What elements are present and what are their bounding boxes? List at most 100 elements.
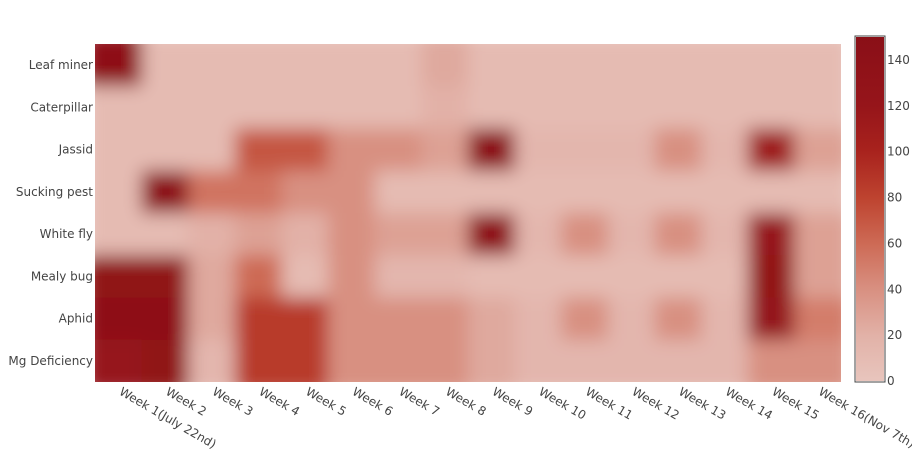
heatmap-cell <box>281 128 329 172</box>
heatmap-cell <box>468 213 516 256</box>
heatmap-cell <box>514 170 562 214</box>
x-tick-label: Week 8 <box>443 384 488 418</box>
heatmap-cell <box>607 170 656 214</box>
heatmap-cell <box>747 213 795 256</box>
heatmap-cell <box>794 86 841 130</box>
heatmap-cell <box>281 339 329 382</box>
heatmap-cell <box>747 170 795 214</box>
x-tick-label: Week 3 <box>210 384 255 418</box>
heatmap-cell <box>514 297 562 341</box>
heatmap-cell <box>95 255 143 299</box>
heatmap-cell <box>654 86 702 130</box>
x-tick-label: Week 10 <box>536 384 588 422</box>
heatmap-cell <box>328 339 376 382</box>
x-tick-label: Week 11 <box>583 384 635 422</box>
x-tick-label: Week 7 <box>397 384 442 418</box>
heatmap-cell <box>95 339 143 382</box>
heatmap-cell <box>561 255 609 299</box>
heatmap-cell <box>794 213 841 256</box>
heatmap-cell <box>95 170 143 214</box>
heatmap-cell <box>374 86 422 130</box>
heatmap-cell <box>234 128 283 172</box>
heatmap-cell <box>747 128 795 172</box>
heatmap-cell <box>141 44 189 87</box>
heatmap-cell <box>468 255 516 299</box>
heatmap-cell <box>95 44 143 87</box>
heatmap-cell <box>654 255 702 299</box>
heatmap-cell <box>794 44 841 87</box>
y-axis-tick-labels: Leaf miner Caterpillar Jassid Sucking pest W… <box>8 58 93 368</box>
heatmap-cell <box>374 339 422 382</box>
heatmap-cell <box>188 213 236 256</box>
y-tick-label: Mg Deficiency <box>8 354 93 368</box>
heatmap-cell <box>468 86 516 130</box>
heatmap-cell <box>747 86 795 130</box>
heatmap-cell <box>747 297 795 341</box>
heatmap-cell <box>794 297 841 341</box>
heatmap-cell <box>561 170 609 214</box>
heatmap-cell <box>794 128 841 172</box>
heatmap-cell <box>747 44 795 87</box>
heatmap-cell <box>654 128 702 172</box>
heatmap-cell <box>468 44 516 87</box>
heatmap-cell <box>374 44 422 87</box>
heatmap-cell <box>654 213 702 256</box>
y-tick-label: White fly <box>40 227 93 241</box>
colorbar-tick-label: 40 <box>887 282 902 296</box>
heatmap-cell <box>514 86 562 130</box>
heatmap-cell <box>421 213 469 256</box>
heatmap-cell <box>421 339 469 382</box>
heatmap-cell <box>234 339 283 382</box>
heatmap-cell <box>141 255 189 299</box>
x-tick-label: Week 4 <box>257 384 302 418</box>
heatmap-cell <box>188 44 236 87</box>
heatmap-cell <box>188 128 236 172</box>
heatmap-cell <box>701 255 749 299</box>
heatmap-cell <box>561 128 609 172</box>
heatmap-cell <box>607 255 656 299</box>
heatmap-cell <box>654 170 702 214</box>
heatmap-cell <box>654 44 702 87</box>
heatmap-cell <box>421 86 469 130</box>
heatmap-cell <box>328 128 376 172</box>
heatmap-cell <box>328 44 376 87</box>
heatmap-cell <box>607 44 656 87</box>
heatmap-cell <box>421 170 469 214</box>
colorbar-tick-label: 20 <box>887 328 902 342</box>
heatmap-cell <box>141 128 189 172</box>
heatmap-cell <box>95 128 143 172</box>
heatmap-cell <box>188 297 236 341</box>
heatmap-cell <box>607 213 656 256</box>
y-tick-label: Leaf miner <box>29 58 93 72</box>
colorbar-tick-label: 80 <box>887 191 902 205</box>
heatmap-cell <box>794 170 841 214</box>
colorbar-tick-label: 0 <box>887 374 895 388</box>
heatmap-cell <box>701 297 749 341</box>
x-tick-label: Week 15 <box>770 384 822 422</box>
heatmap-cell <box>281 86 329 130</box>
heatmap-cell <box>701 44 749 87</box>
heatmap-cell <box>421 44 469 87</box>
heatmap-cell <box>747 255 795 299</box>
heatmap-cells <box>95 44 841 382</box>
heatmap-cell <box>328 213 376 256</box>
heatmap-cell <box>607 339 656 382</box>
x-tick-label: Week 9 <box>490 384 535 418</box>
heatmap-cell <box>561 213 609 256</box>
heatmap-cell <box>141 213 189 256</box>
heatmap-cell <box>514 339 562 382</box>
y-tick-label: Sucking pest <box>16 185 93 199</box>
heatmap-cell <box>421 297 469 341</box>
x-tick-label: Week 5 <box>303 384 348 418</box>
heatmap-cell <box>421 255 469 299</box>
x-tick-label: Week 6 <box>350 384 395 418</box>
colorbar: 0 20 40 60 80 100 120 140 <box>854 35 910 388</box>
heatmap-cell <box>95 86 143 130</box>
x-tick-label: Week 13 <box>676 384 728 422</box>
heatmap-cell <box>468 297 516 341</box>
y-tick-label: Aphid <box>59 312 93 326</box>
colorbar-tick-label: 60 <box>887 236 902 250</box>
heatmap-cell <box>701 170 749 214</box>
colorbar-tick-labels: 0 20 40 60 80 100 120 140 <box>887 53 910 388</box>
